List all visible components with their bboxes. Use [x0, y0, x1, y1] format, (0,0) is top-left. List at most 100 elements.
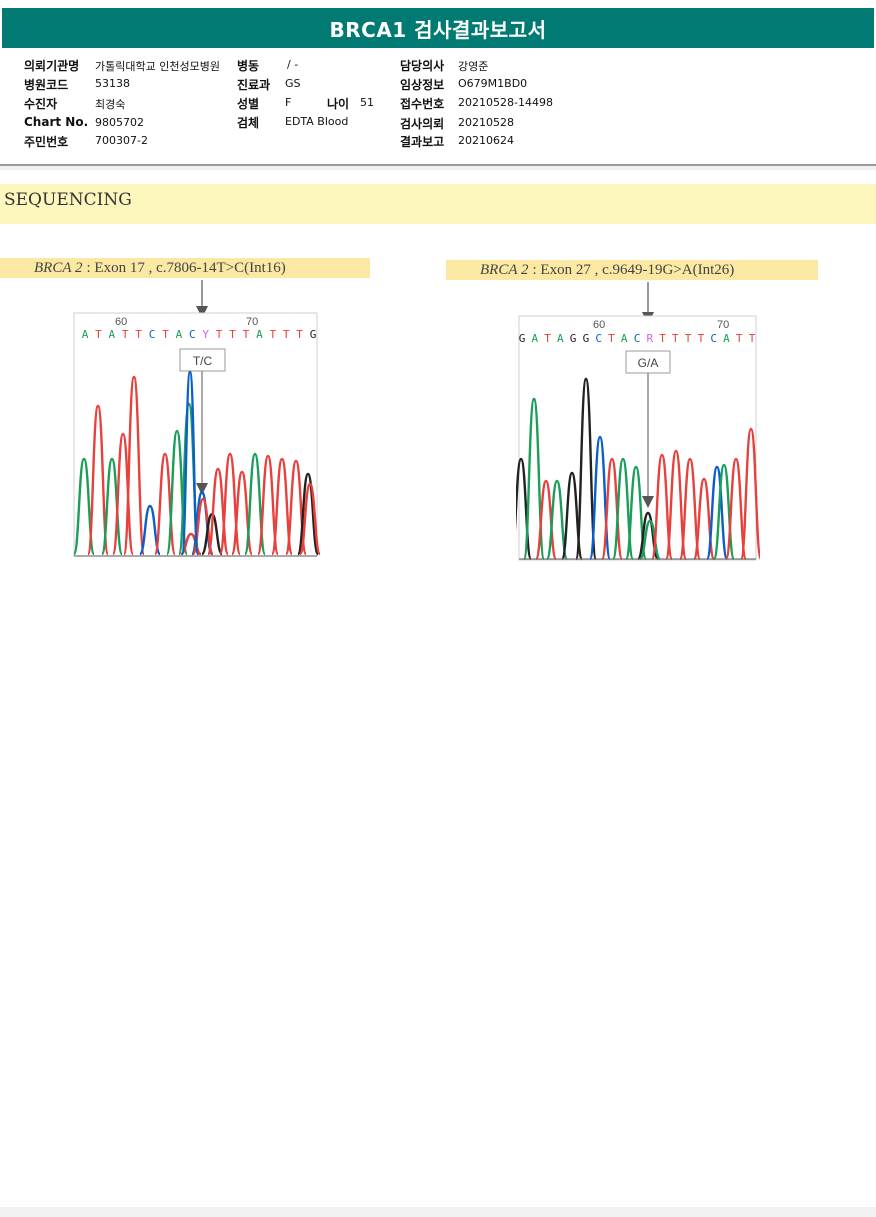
report-date-value: 20210624 — [458, 134, 514, 147]
trace-peak — [180, 532, 202, 556]
trace-peak — [180, 370, 200, 556]
variant-1-label: BRCA 2 : Exon 17 , c.7806-14T>C(Int16) — [0, 258, 370, 278]
base-call: G — [570, 332, 577, 345]
dept-label: 진료과 — [237, 78, 271, 92]
variant-1-call-box — [179, 348, 226, 372]
chart-value: 9805702 — [95, 116, 144, 129]
trace-peak — [153, 452, 177, 556]
v1-tick-60: 60 — [115, 316, 127, 328]
base-call: T — [749, 332, 756, 345]
base-call: T — [122, 328, 129, 341]
specimen-label: 검체 — [237, 116, 260, 130]
base-call: T — [659, 332, 666, 345]
base-call: T — [736, 332, 743, 345]
sex-label: 성별 — [237, 97, 260, 111]
trace-peak — [206, 467, 230, 556]
hospital-value: 가톨릭대학교 인천성모병원 — [95, 60, 220, 73]
variant-1-call: T/C — [193, 354, 213, 368]
variant-2-call-box — [625, 350, 671, 374]
base-call: Y — [202, 328, 209, 341]
variant-2-peak-marker-icon — [642, 496, 654, 508]
sequencing-title: SEQUENCING — [4, 190, 132, 210]
request-label: 검사의뢰 — [400, 117, 445, 131]
base-call: T — [269, 328, 276, 341]
base-call: G — [519, 332, 526, 345]
base-call: C — [149, 328, 156, 341]
base-call: T — [283, 328, 290, 341]
base-call: A — [723, 332, 730, 345]
report-title: BRCA1 검사결과보고서 — [2, 8, 874, 48]
base-call: T — [296, 328, 303, 341]
info-gap — [0, 166, 876, 170]
base-call: T — [608, 332, 615, 345]
trace-peak — [111, 432, 135, 556]
variant-2-traces — [516, 377, 760, 561]
base-call: A — [531, 332, 538, 345]
base-call: T — [216, 328, 223, 341]
base-call: T — [243, 328, 250, 341]
hospcode-label: 병원코드 — [24, 78, 69, 92]
receipt-label: 접수번호 — [400, 97, 445, 111]
v2-tick-60: 60 — [593, 319, 605, 331]
base-call: T — [672, 332, 679, 345]
clinical-label: 임상정보 — [400, 78, 445, 92]
sex-value: F — [285, 96, 292, 109]
report-date-label: 결과보고 — [400, 135, 445, 149]
base-call: T — [685, 332, 692, 345]
info-divider — [0, 164, 876, 166]
receipt-value: 20210528-14498 — [458, 96, 553, 109]
base-call: T — [95, 328, 102, 341]
base-call: A — [108, 328, 115, 341]
base-call: C — [189, 328, 196, 341]
v1-tick-70: 70 — [246, 316, 258, 328]
trace-peak — [739, 427, 760, 561]
patient-value: 최경숙 — [95, 98, 126, 111]
trace-peak — [574, 377, 598, 561]
variant-1-peak-marker-icon — [196, 483, 208, 495]
age-value: 51 — [360, 96, 374, 109]
trace-peak — [534, 479, 558, 561]
base-call: T — [135, 328, 142, 341]
base-call: T — [229, 328, 236, 341]
dept-value: GS — [285, 77, 301, 90]
base-call: C — [634, 332, 641, 345]
trace-peak — [600, 457, 624, 561]
clinical-value: O679M1BD0 — [458, 77, 528, 90]
variant-2-call: G/A — [638, 356, 659, 370]
variant-2-gene: BRCA 2 — [480, 261, 529, 278]
trace-peak — [86, 404, 110, 556]
trace-peak — [678, 457, 702, 561]
patient-label: 수진자 — [24, 97, 58, 111]
variant-1-gene: BRCA 2 — [34, 259, 83, 276]
hospcode-value: 53138 — [95, 77, 130, 90]
base-call: A — [621, 332, 628, 345]
base-call: T — [162, 328, 169, 341]
base-call: A — [176, 328, 183, 341]
patient-info-block: 의뢰기관명 가톨릭대학교 인천성모병원 병동 / - 담당의사 강영준 병원코드… — [0, 48, 876, 166]
resident-value: 700307-2 — [95, 134, 148, 147]
base-call: C — [710, 332, 717, 345]
base-call: T — [698, 332, 705, 345]
base-call: T — [544, 332, 551, 345]
v2-tick-70: 70 — [717, 319, 729, 331]
trace-peak — [712, 463, 736, 561]
variant-2-detail: : Exon 27 , c.9649-19G>A(Int26) — [532, 261, 735, 278]
ward-value: / - — [287, 58, 299, 71]
base-call: R — [646, 332, 653, 345]
trace-peak — [724, 457, 748, 561]
trace-peak — [545, 479, 569, 561]
base-call: C — [595, 332, 602, 345]
base-call: G — [310, 328, 317, 341]
resident-label: 주민번호 — [24, 135, 69, 149]
age-label: 나이 — [327, 97, 350, 111]
variant-1-detail: : Exon 17 , c.7806-14T>C(Int16) — [86, 259, 286, 276]
trace-peak — [638, 519, 662, 561]
base-call: G — [583, 332, 590, 345]
sequencing-band — [0, 184, 876, 224]
variant-1-traces — [72, 370, 322, 556]
trace-peak — [298, 482, 322, 556]
